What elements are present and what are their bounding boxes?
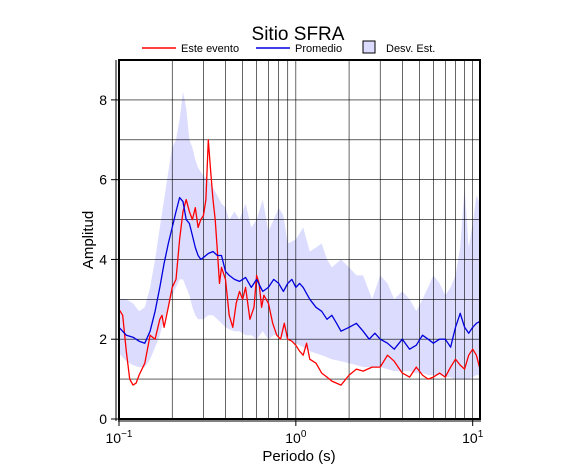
x-tick-label: 10−1 (106, 429, 133, 446)
legend-swatch-desv-est (362, 40, 376, 54)
y-tick-label: 2 (99, 331, 107, 347)
plot-area: 0 2 4 6 8 10−1 100 101 (99, 59, 484, 446)
std-dev-band (119, 91, 480, 380)
legend-label-desv-est: Desv. Est. (386, 43, 435, 55)
plot-frame (118, 59, 481, 420)
chart-title: Sitio SFRA (252, 24, 345, 45)
x-axis-label: Periodo (s) (262, 448, 335, 465)
legend: Este evento Promedio Desv. Est. (142, 40, 435, 55)
x-tick-label: 101 (462, 429, 484, 446)
legend-label-este-evento: Este evento (181, 43, 239, 55)
y-tick-label: 0 (99, 411, 107, 427)
y-tick-label: 8 (99, 92, 107, 108)
series-promedio (118, 196, 481, 350)
y-axis-label: Amplitud (80, 211, 97, 269)
legend-label-promedio: Promedio (295, 43, 342, 55)
x-tick-label: 100 (285, 429, 307, 446)
series-este-evento (118, 139, 481, 386)
y-tick-label: 4 (99, 251, 107, 267)
y-tick-label: 6 (99, 172, 107, 188)
